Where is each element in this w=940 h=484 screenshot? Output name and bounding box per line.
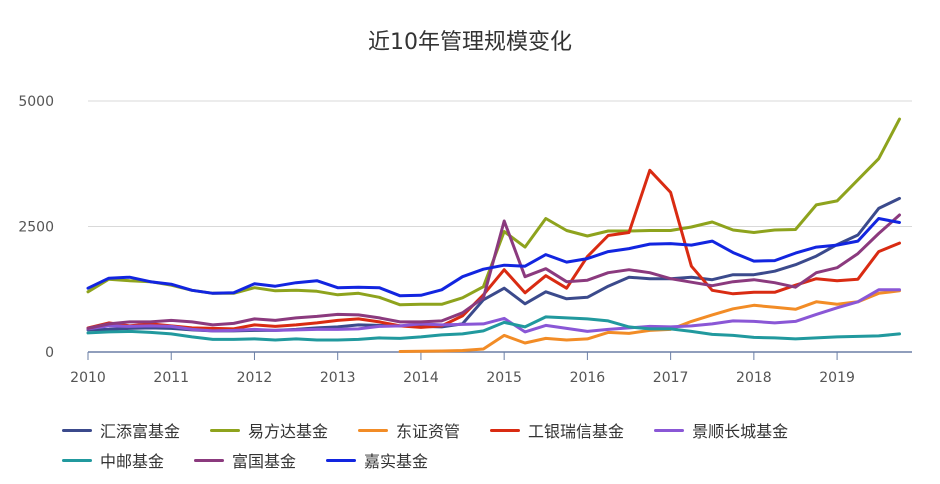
legend-label-0: 汇添富基金 xyxy=(100,422,181,441)
y-tick-label-2: 5000 xyxy=(18,94,54,110)
line-chart: 0 2500 5000 2010 2011 2012 2013 2014 2015 2016 201… xyxy=(18,94,912,386)
legend-swatch-6 xyxy=(194,458,225,462)
legend-label-4: 景顺长城基金 xyxy=(692,422,789,441)
legend-item-1[interactable]: 易方达基金 xyxy=(210,418,328,442)
series-line-1 xyxy=(86,117,901,307)
legend-item-2[interactable]: 东证资管 xyxy=(358,418,460,442)
legend-swatch-0 xyxy=(62,428,92,432)
legend-label-3: 工银瑞信基金 xyxy=(528,422,625,441)
x-tick-label-9: 2019 xyxy=(819,370,855,386)
x-tick-label-0: 2010 xyxy=(70,370,106,386)
legend-item-0[interactable]: 汇添富基金 xyxy=(62,418,180,442)
series-line-7 xyxy=(86,217,901,298)
chart-title: 近10年管理规模变化 xyxy=(368,30,572,55)
x-tick-label-4: 2014 xyxy=(403,370,439,386)
legend-item-7[interactable]: 嘉实基金 xyxy=(326,448,428,472)
legend-label-5: 中邮基金 xyxy=(100,452,165,471)
x-tick-label-8: 2018 xyxy=(736,370,772,386)
series-line-6 xyxy=(86,213,901,330)
y-tick-label-1: 2500 xyxy=(18,220,54,236)
x-tick-label-2: 2012 xyxy=(237,370,273,386)
legend-item-4[interactable]: 景顺长城基金 xyxy=(654,418,788,442)
y-tick-label-0: 0 xyxy=(45,345,54,361)
legend: 汇添富基金 易方达基金 东证资管 工银瑞信基金 景顺长城基金中邮基金 富国基金 嘉实基金 xyxy=(62,418,922,472)
legend-item-6[interactable]: 富国基金 xyxy=(194,448,296,472)
x-tick-label-6: 2016 xyxy=(570,370,606,386)
series-line-2 xyxy=(398,289,901,353)
legend-swatch-5 xyxy=(62,458,92,462)
x-tick-label-3: 2013 xyxy=(320,370,356,386)
x-tick-label-7: 2017 xyxy=(653,370,689,386)
x-tick-label-1: 2011 xyxy=(153,370,189,386)
x-tick-label-5: 2015 xyxy=(486,370,522,386)
legend-label-2: 东证资管 xyxy=(396,422,461,441)
series-line-4 xyxy=(86,288,901,334)
legend-label-6: 富国基金 xyxy=(232,452,297,471)
legend-swatch-7 xyxy=(326,458,357,462)
legend-swatch-1 xyxy=(210,428,241,432)
legend-swatch-2 xyxy=(358,428,389,432)
legend-label-7: 嘉实基金 xyxy=(364,452,429,471)
legend-item-5[interactable]: 中邮基金 xyxy=(62,448,164,472)
series-line-3 xyxy=(86,168,901,331)
legend-item-3[interactable]: 工银瑞信基金 xyxy=(490,418,624,442)
legend-label-1: 易方达基金 xyxy=(248,422,329,441)
legend-swatch-3 xyxy=(490,428,521,432)
legend-swatch-4 xyxy=(654,428,685,432)
series-line-5 xyxy=(86,315,901,342)
